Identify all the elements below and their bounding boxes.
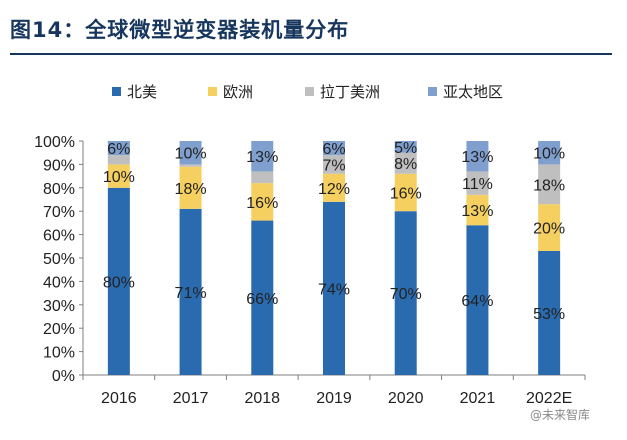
data-label: 6% xyxy=(322,141,345,158)
bar-segment xyxy=(394,152,417,174)
bar-segment xyxy=(251,183,274,221)
bar-segment xyxy=(323,155,345,174)
y-tick-label: 20% xyxy=(43,321,75,338)
data-label: 13% xyxy=(461,149,493,166)
legend-swatch xyxy=(305,87,314,96)
bar-segment xyxy=(323,173,345,202)
bar-segment xyxy=(107,141,130,156)
figure-header: 图14：全球微型逆变器装机量分布 xyxy=(10,14,612,55)
y-tick-label: 60% xyxy=(43,228,75,245)
data-label: 53% xyxy=(533,306,565,323)
data-label: 10% xyxy=(533,146,565,163)
chart-axes: 0% 10% 20% 30% 40% 50% 60% 70% 80% 90% 100% 2016 201… xyxy=(34,134,586,407)
y-tick-label: 100% xyxy=(34,134,75,151)
data-label: 8% xyxy=(394,156,417,173)
bar-segment xyxy=(394,173,417,212)
bar-segment xyxy=(466,171,489,195)
y-tick-label: 70% xyxy=(43,204,75,221)
y-tick-label: 50% xyxy=(43,251,75,268)
data-label: 13% xyxy=(461,203,493,220)
legend-swatch xyxy=(428,87,437,96)
x-tick-label: 2017 xyxy=(173,390,209,407)
legend-label: 拉丁美洲 xyxy=(320,83,380,101)
data-label: 13% xyxy=(246,149,278,166)
data-label: 18% xyxy=(175,181,207,198)
bar-segment xyxy=(107,155,130,165)
watermark: @未来智库 xyxy=(530,408,591,422)
data-label: 16% xyxy=(390,185,422,202)
data-label: 66% xyxy=(246,291,278,308)
bar-segment xyxy=(538,141,561,165)
bar-segment xyxy=(179,208,202,375)
bar-segment xyxy=(466,225,489,375)
bar-segment xyxy=(251,171,274,184)
data-label: 64% xyxy=(461,293,493,310)
data-label: 6% xyxy=(107,141,130,158)
figure-title: 图14：全球微型逆变器装机量分布 xyxy=(10,18,350,42)
title-underline xyxy=(10,53,612,55)
data-label: 80% xyxy=(103,274,135,291)
x-tick-label: 2018 xyxy=(244,390,280,407)
legend-label: 北美 xyxy=(127,83,157,101)
bar-segment xyxy=(107,164,130,188)
legend-label: 欧洲 xyxy=(223,83,253,101)
data-label: 74% xyxy=(318,281,350,298)
y-tick-label: 10% xyxy=(43,345,75,362)
bar-segment xyxy=(538,164,561,205)
data-label: 10% xyxy=(175,146,207,163)
data-label: 18% xyxy=(533,177,565,194)
bar-segment xyxy=(323,141,345,156)
x-tick-label: 2016 xyxy=(101,390,137,407)
legend-swatch xyxy=(208,87,217,96)
chart-bars: 80%10%6%71%18%10%66%16%13%74%12%7%6%70%1… xyxy=(103,140,565,375)
y-tick-label: 30% xyxy=(43,298,75,315)
bar-segment xyxy=(179,141,202,165)
data-label: 16% xyxy=(246,195,278,212)
bar-segment xyxy=(107,187,130,375)
bar-segment xyxy=(179,166,202,209)
bar-segment xyxy=(179,164,202,167)
x-tick-label: 2020 xyxy=(388,390,424,407)
y-tick-label: 0% xyxy=(52,368,75,385)
bar-segment xyxy=(323,201,345,375)
bar-segment xyxy=(394,141,417,153)
data-label: 12% xyxy=(318,181,350,198)
data-label: 20% xyxy=(533,221,565,238)
bar-segment xyxy=(251,220,274,375)
y-tick-label: 90% xyxy=(43,157,75,174)
bar-segment xyxy=(251,141,274,172)
legend-label: 亚太地区 xyxy=(443,83,503,101)
legend-swatch xyxy=(112,87,121,96)
bar-segment xyxy=(538,204,561,251)
data-label: 71% xyxy=(175,285,207,302)
data-label: 7% xyxy=(322,157,345,174)
data-label: 11% xyxy=(462,176,493,193)
y-tick-label: 40% xyxy=(43,274,75,291)
x-tick-label: 2021 xyxy=(460,390,496,407)
bar-segment xyxy=(538,250,561,375)
chart-legend: 北美 欧洲 拉丁美洲 亚太地区 xyxy=(112,83,503,101)
data-label: 70% xyxy=(390,286,422,303)
y-tick-label: 80% xyxy=(43,181,75,198)
bar-segment xyxy=(466,141,489,172)
x-tick-label: 2019 xyxy=(316,390,352,407)
bar-segment xyxy=(466,194,489,226)
data-label: 10% xyxy=(103,169,135,186)
data-label: 5% xyxy=(394,140,417,157)
x-tick-label: 2022E xyxy=(526,390,572,407)
bar-segment xyxy=(394,211,417,375)
